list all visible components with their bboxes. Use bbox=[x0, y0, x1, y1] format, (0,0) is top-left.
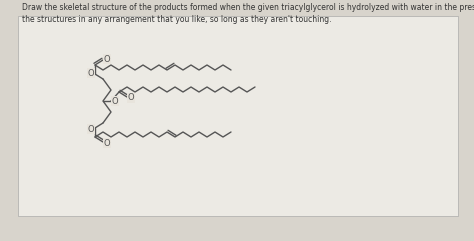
Text: O: O bbox=[88, 125, 94, 134]
FancyBboxPatch shape bbox=[18, 16, 458, 216]
Text: O: O bbox=[112, 96, 118, 106]
Text: Draw the skeletal structure of the products formed when the given triacylglycero: Draw the skeletal structure of the produ… bbox=[22, 3, 474, 25]
Text: O: O bbox=[104, 54, 110, 63]
Text: O: O bbox=[104, 139, 110, 147]
Text: O: O bbox=[128, 94, 134, 102]
Text: O: O bbox=[88, 68, 94, 78]
